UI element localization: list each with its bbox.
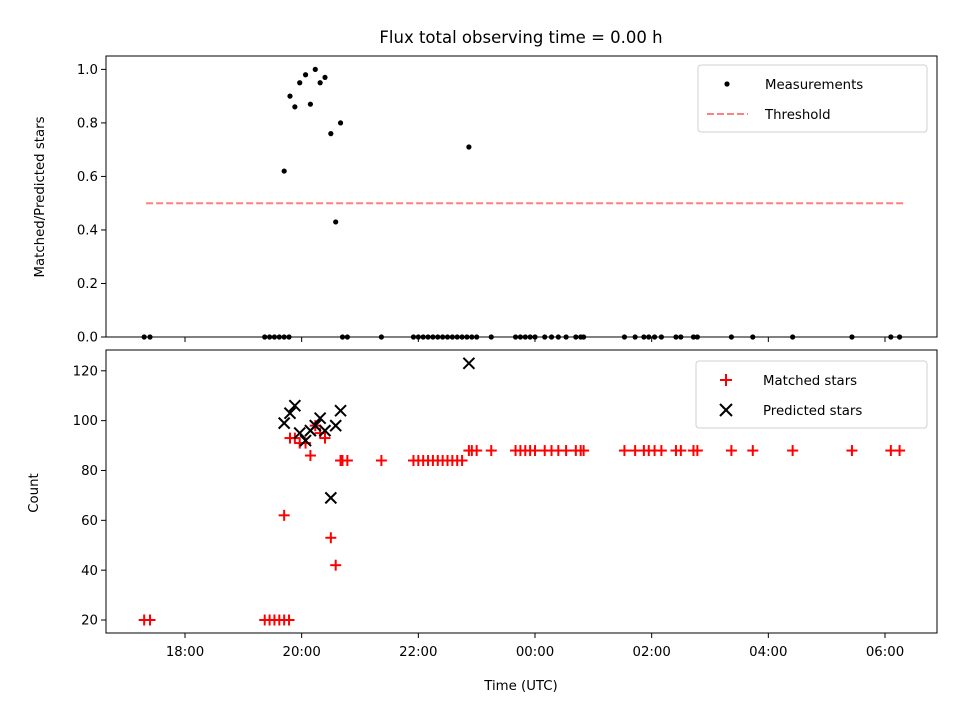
matched-star-point-61 <box>747 445 759 457</box>
top-y-tick-label-5: 1.0 <box>77 63 98 78</box>
top-y-tick-label-1: 0.2 <box>77 277 98 292</box>
bottom-x-tick-label-6: 06:00 <box>866 645 904 660</box>
bottom-x-tick-label-5: 04:00 <box>749 645 787 660</box>
bottom-x-tick-label-4: 02:00 <box>633 645 671 660</box>
measurement-point-15 <box>317 80 323 86</box>
matched-star-point-63 <box>846 445 858 457</box>
predicted-star-point-10 <box>329 419 342 432</box>
threshold-legend-label: Threshold <box>764 108 831 123</box>
matched-star-point-49 <box>578 445 590 457</box>
measurement-point-11 <box>297 80 303 86</box>
top-chart-title: Flux total observing time = 0.00 h <box>379 28 662 47</box>
predicted-star-point-12 <box>462 357 476 370</box>
measurements-legend-marker <box>724 81 730 87</box>
bottom-x-ticks: 18:00 20:00 22:00 00:00 02:00 04:00 06:00 <box>166 633 904 660</box>
matched-star-point-57 <box>675 445 687 457</box>
matched-star-point-62 <box>787 445 799 457</box>
matched-star-point-36 <box>471 445 483 457</box>
matched-star-point-65 <box>894 445 906 457</box>
matched-star-point-8 <box>278 509 290 521</box>
measurement-point-19 <box>337 120 344 126</box>
matched-star-point-22 <box>375 455 387 467</box>
matched-star-point-33 <box>456 455 468 467</box>
bottom-y-axis-label: Count <box>27 473 42 513</box>
top-axes-frame <box>105 55 938 338</box>
matched-star-point-16 <box>319 432 331 444</box>
matched-star-point-17 <box>325 532 337 544</box>
matched-star-point-37 <box>485 445 497 457</box>
bottom-x-tick-label-3: 00:00 <box>516 645 554 660</box>
measurement-point-35 <box>466 144 472 150</box>
predicted-star-point-7 <box>313 411 327 425</box>
bottom-axes: 20 40 60 80 100 120 18:00 20:00 22:00 00:00 02:00… <box>27 349 938 694</box>
bottom-legend-frame <box>695 360 928 429</box>
predicted-star-point-8 <box>318 424 332 437</box>
measurement-point-10 <box>292 104 298 110</box>
predicted-star-point-2 <box>288 399 302 412</box>
bottom-y-tick-label-1: 40 <box>81 564 98 579</box>
bottom-y-tick-label-5: 120 <box>73 364 98 379</box>
bottom-legend: Matched stars Predicted stars <box>695 360 928 429</box>
bottom-y-tick-label-2: 60 <box>81 514 98 529</box>
top-y-axis-label: Matched/Predicted stars <box>33 116 48 277</box>
measurement-point-13 <box>307 101 314 107</box>
matched-stars-legend-label: Matched stars <box>763 374 857 389</box>
predicted-star-point-4 <box>299 434 312 447</box>
measurement-point-14 <box>312 66 318 72</box>
measurement-point-9 <box>287 93 293 99</box>
matched-star-point-42 <box>529 445 541 457</box>
matched-stars-legend-marker <box>720 374 732 386</box>
bottom-x-tick-label-2: 22:00 <box>399 645 437 660</box>
matched-star-point-55 <box>655 445 667 457</box>
bottom-x-axis-label: Time (UTC) <box>483 679 558 694</box>
measurement-point-16 <box>322 74 328 81</box>
measurement-point-8 <box>281 168 287 174</box>
top-y-tick-label-0: 0.0 <box>77 331 98 346</box>
bottom-axes-frame <box>105 349 938 634</box>
predicted-star-point-1 <box>283 406 297 420</box>
predicted-star-point-6 <box>309 419 322 432</box>
predicted-star-point-0 <box>277 416 291 430</box>
matched-star-point-21 <box>341 455 353 467</box>
matched-star-point-50 <box>618 445 630 457</box>
top-y-tick-label-4: 0.8 <box>77 117 98 132</box>
top-y-tick-label-3: 0.6 <box>77 170 98 185</box>
bottom-y-tick-label-3: 80 <box>81 464 98 479</box>
bottom-x-tick-label-0: 18:00 <box>166 645 204 660</box>
matched-star-point-7 <box>283 614 295 626</box>
top-y-ticks: 0.0 0.2 0.4 0.6 0.8 1.0 <box>77 63 106 346</box>
top-x-ticks <box>184 337 886 342</box>
bottom-x-tick-label-1: 20:00 <box>283 645 321 660</box>
top-legend-frame <box>697 64 928 133</box>
bottom-y-tick-label-0: 20 <box>81 614 98 629</box>
predicted-star-point-9 <box>324 491 338 505</box>
matched-star-point-59 <box>691 445 703 457</box>
matched-star-point-60 <box>725 445 737 457</box>
top-axes: 0.0 0.2 0.4 0.6 0.8 1.0 Matched/Predicted sta… <box>33 55 938 346</box>
predicted-stars-legend-label: Predicted stars <box>763 404 862 419</box>
predicted-star-point-11 <box>334 404 347 417</box>
predicted-star-point-3 <box>293 426 306 440</box>
top-y-tick-label-2: 0.4 <box>77 224 98 239</box>
matched-star-point-18 <box>330 559 342 571</box>
matched-star-point-1 <box>144 614 156 626</box>
matched-star-point-13 <box>304 450 316 462</box>
bottom-y-tick-label-4: 100 <box>73 414 98 429</box>
predicted-stars-legend-marker <box>719 403 733 417</box>
measurement-point-18 <box>333 219 339 225</box>
measurement-point-12 <box>302 72 309 78</box>
measurements-legend-label: Measurements <box>765 78 863 93</box>
bottom-plot-marks <box>138 357 906 626</box>
measurement-point-17 <box>328 131 334 137</box>
bottom-y-ticks: 20 40 60 80 100 120 <box>73 364 106 629</box>
top-legend: Measurements Threshold <box>697 64 928 133</box>
matched-star-point-46 <box>560 445 572 457</box>
